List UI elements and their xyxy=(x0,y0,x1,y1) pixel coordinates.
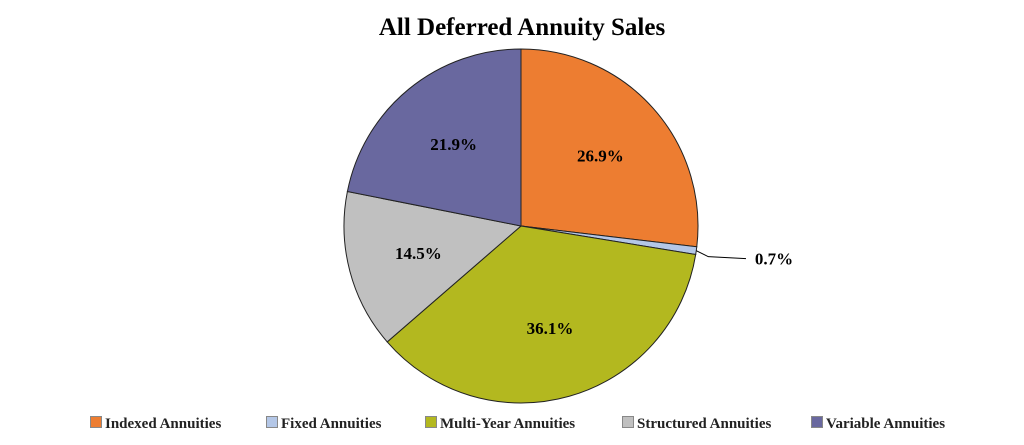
pie-slice-variable-annuities xyxy=(346,48,522,227)
leader-line-fixed-annuities xyxy=(696,250,747,260)
data-label-multi-year-annuities: 36.1% xyxy=(527,319,574,338)
legend-swatch-variable-annuities xyxy=(811,416,823,428)
pie-slice-indexed-annuities xyxy=(520,48,699,248)
data-label-indexed-annuities: 26.9% xyxy=(577,146,624,165)
legend-item-indexed-annuities: Indexed Annuities xyxy=(90,416,221,433)
legend-label-structured-annuities: Structured Annuities xyxy=(637,416,772,432)
legend-swatch-fixed-annuities xyxy=(266,416,278,428)
legend-item-variable-annuities: Variable Annuities xyxy=(811,416,945,433)
pie-chart: 26.9% 0.7% 36.1% 14.5% 21.9% xyxy=(343,48,793,404)
pie-slice-structured-annuities xyxy=(343,190,523,343)
legend-label-multi-year-annuities: Multi-Year Annuities xyxy=(440,416,576,432)
chart-legend: Indexed Annuities Fixed Annuities Multi-Ye… xyxy=(0,412,1024,442)
legend-label-indexed-annuities: Indexed Annuities xyxy=(105,416,222,432)
legend-item-multi-year-annuities: Multi-Year Annuities xyxy=(425,416,575,433)
data-label-structured-annuities: 14.5% xyxy=(395,244,442,263)
data-label-variable-annuities: 21.9% xyxy=(430,135,477,154)
legend-item-fixed-annuities: Fixed Annuities xyxy=(266,416,381,433)
legend-swatch-multi-year-annuities xyxy=(425,416,437,428)
data-label-fixed-annuities: 0.7% xyxy=(755,250,793,269)
legend-label-variable-annuities: Variable Annuities xyxy=(826,416,946,432)
chart-title: All Deferred Annuity Sales xyxy=(378,14,666,41)
legend-swatch-indexed-annuities xyxy=(90,416,102,428)
legend-item-structured-annuities: Structured Annuities xyxy=(622,416,771,433)
legend-label-fixed-annuities: Fixed Annuities xyxy=(281,416,382,432)
legend-swatch-structured-annuities xyxy=(622,416,634,428)
pie-slice-multi-year-annuities xyxy=(386,225,697,404)
